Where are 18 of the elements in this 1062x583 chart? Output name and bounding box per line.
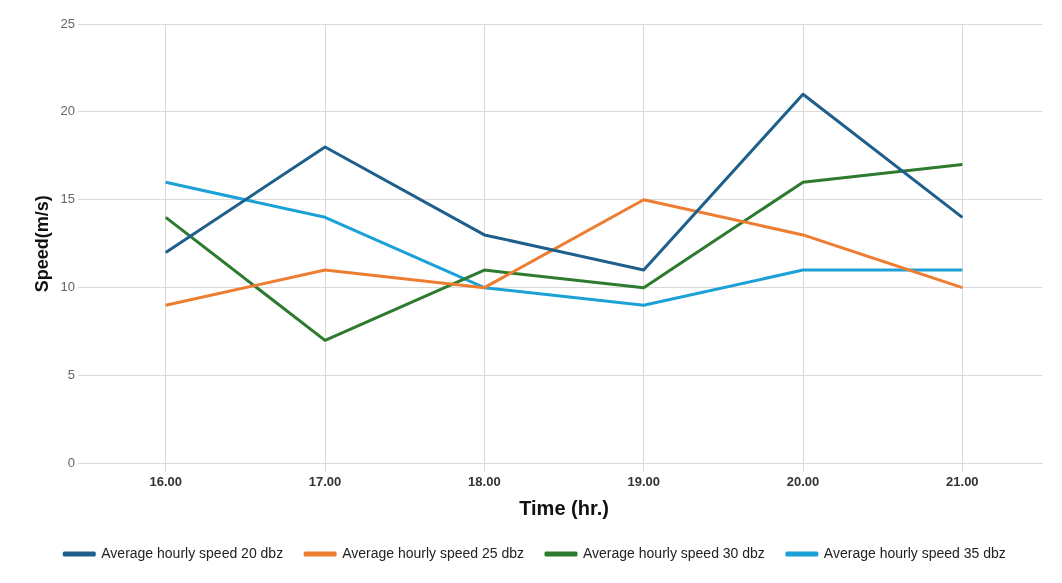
y-tick-label: 25	[60, 15, 76, 31]
y-tick-label: 15	[60, 191, 76, 207]
x-axis-title: Time (hr.)	[519, 496, 609, 519]
x-tick-label: 20.00	[786, 473, 820, 489]
x-tick-label: 19.00	[627, 473, 660, 489]
y-tick-label: 0	[67, 454, 76, 470]
y-tick-label: 10	[60, 279, 76, 295]
legend-label: Average hourly speed 25 dbz	[342, 544, 524, 561]
y-axis-title: Speed(m/s)	[31, 195, 52, 293]
y-tick-label: 5	[67, 367, 76, 383]
x-tick-label: 21.00	[946, 473, 979, 489]
legend-label: Average hourly speed 35 dbz	[823, 544, 1006, 561]
legend-label: Average hourly speed 20 dbz	[101, 544, 284, 561]
legend-label: Average hourly speed 30 dbz	[583, 544, 765, 561]
y-tick-label: 20	[60, 103, 76, 119]
x-tick-label: 18.00	[468, 473, 501, 489]
x-tick-label: 16.00	[149, 473, 182, 489]
x-tick-label: 17.00	[308, 473, 342, 489]
